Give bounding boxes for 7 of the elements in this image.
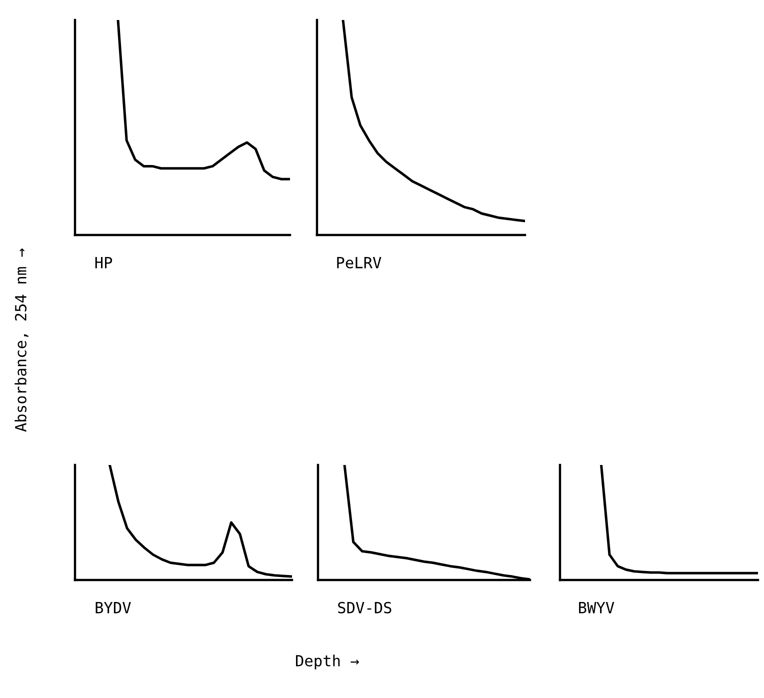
- x-axis-title: BYDV: [96, 602, 131, 614]
- x-axis-title: SDV-DS: [338, 602, 392, 614]
- x-axis-title: BWYV: [579, 602, 614, 614]
- text: Depth →: [296, 654, 359, 670]
- x-axis-title: HP: [95, 257, 112, 268]
- x-axis-title: PeLRV: [337, 257, 382, 268]
- y-axis-title: Absorbance, 254 nm →: [14, 248, 28, 432]
